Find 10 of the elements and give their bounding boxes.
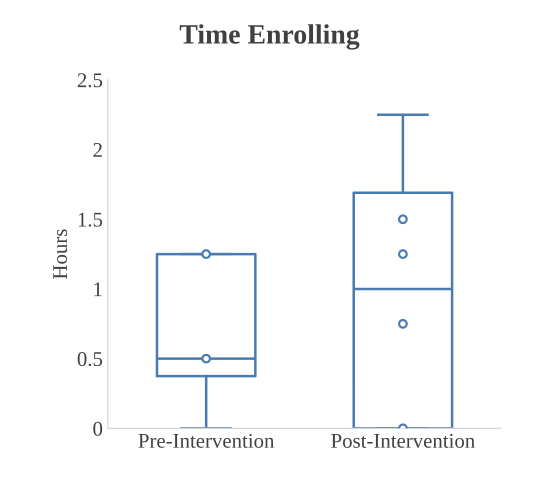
- y-tick-label: 1.5: [78, 212, 102, 227]
- y-tick-label: 0: [93, 422, 102, 436]
- y-tick-label: 0.5: [78, 352, 102, 366]
- y-tick-label: 2.5: [78, 73, 102, 88]
- chart-title: Time Enrolling: [180, 24, 360, 50]
- y-tick-label: 2: [93, 142, 102, 157]
- y-axis-title: Hours: [53, 229, 68, 279]
- x-tick-label: Post-Intervention: [331, 434, 475, 448]
- y-tick-label: 1: [94, 282, 102, 296]
- x-tick-label: Pre-Intervention: [138, 434, 274, 448]
